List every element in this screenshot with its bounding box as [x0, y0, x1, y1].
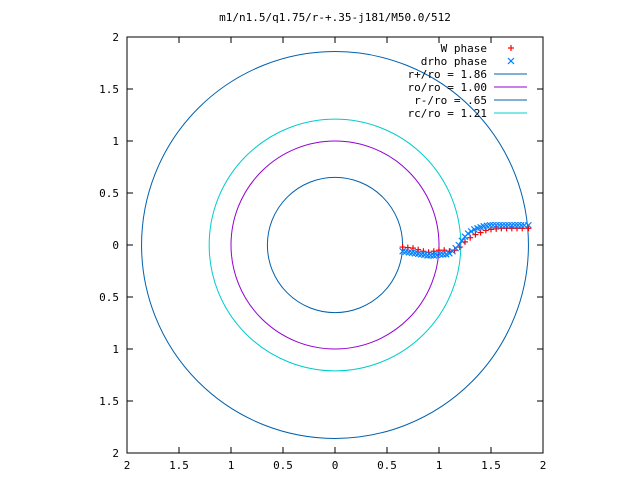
- legend-label: r+/ro = 1.86: [408, 68, 487, 81]
- circle-3: [230, 140, 440, 350]
- legend-label: rc/ro = 1.21: [408, 107, 487, 120]
- x-tick-label: 0.5: [273, 459, 293, 472]
- drho-phase-point: [424, 251, 431, 259]
- drho-phase-point: [486, 221, 494, 229]
- legend-label: r-/ro = .65: [414, 94, 487, 107]
- marker-stroke: [402, 248, 410, 256]
- marker-stroke: [514, 221, 522, 229]
- marker-stroke: [525, 221, 532, 229]
- marker-stroke: [414, 250, 422, 258]
- marker-stroke: [439, 250, 447, 258]
- marker-stroke: [417, 250, 425, 258]
- drho-phase-point: [467, 228, 475, 235]
- drho-phase-point: [505, 221, 513, 229]
- y-tick-label: 0: [112, 239, 119, 252]
- marker-stroke: [427, 251, 435, 259]
- drho-phase-point: [455, 241, 463, 249]
- marker-stroke: [511, 221, 519, 229]
- y-tick-label: 1.5: [99, 395, 119, 408]
- x-tick-label: 1.5: [481, 459, 501, 472]
- drho-phase-point: [436, 250, 444, 258]
- legend-marker: [507, 57, 515, 65]
- w-phase-point: [430, 248, 437, 255]
- drho-phase-point: [508, 221, 516, 229]
- legend-label: W phase: [441, 42, 487, 55]
- w-phase-point: [451, 247, 458, 254]
- axis-tick-labels: 2 1.5 1 0.5 0 0.5 1 1.5 221.510.500.511.52: [99, 31, 546, 472]
- marker-stroke: [458, 237, 466, 245]
- w-phase-point: [508, 225, 515, 232]
- drho-phase-point: [489, 221, 497, 229]
- x-tick-label: 1: [228, 459, 235, 472]
- w-phase-point: [493, 225, 500, 232]
- marker-stroke: [464, 230, 472, 237]
- legend-label: ro/ro = 1.00: [408, 81, 487, 94]
- w-phase-point: [472, 231, 479, 238]
- drho-phase-point: [499, 221, 506, 229]
- w-phase-point: [456, 244, 463, 251]
- circle-2: [141, 51, 529, 439]
- drho-phase-point: [502, 221, 509, 229]
- x-tick-label: 0: [332, 459, 339, 472]
- drho-phase-point: [445, 249, 453, 257]
- drho-phase-point: [511, 221, 519, 229]
- w-phase-point: [525, 225, 532, 232]
- w-phase-point: [410, 245, 416, 252]
- marker-stroke: [436, 250, 444, 258]
- drho-phase-point: [514, 221, 522, 229]
- y-tick-label: 1: [112, 343, 119, 356]
- x-tick-label: 0.5: [377, 459, 397, 472]
- y-tick-label: 1: [112, 135, 119, 148]
- legend-label: drho phase: [421, 55, 487, 68]
- marker-stroke: [421, 251, 428, 259]
- point-series: [399, 221, 532, 259]
- marker-stroke: [424, 251, 431, 259]
- marker-stroke: [411, 249, 419, 257]
- marker-stroke: [467, 228, 475, 235]
- circle-4: [266, 176, 404, 314]
- y-tick-label: 0.5: [99, 187, 119, 200]
- marker-stroke: [489, 221, 497, 229]
- drho-phase-point: [495, 221, 503, 229]
- x-tick-label: 2: [540, 459, 547, 472]
- y-tick-label: 1.5: [99, 83, 119, 96]
- marker-stroke: [408, 249, 416, 257]
- drho-phase-point: [458, 237, 466, 245]
- axis-ticks: [126, 36, 544, 454]
- y-tick-label: 0.5: [99, 291, 119, 304]
- circle-5: [208, 118, 462, 372]
- marker-stroke: [505, 221, 513, 229]
- x-tick-label: 2: [124, 459, 131, 472]
- x-tick-label: 1: [436, 459, 443, 472]
- drho-phase-point: [492, 221, 500, 229]
- marker-stroke: [495, 221, 503, 229]
- marker-stroke: [486, 221, 494, 229]
- drho-phase-point: [427, 251, 435, 259]
- marker-stroke: [502, 221, 509, 229]
- drho-phase-point: [464, 230, 472, 237]
- drho-phase-point: [439, 250, 447, 258]
- marker-stroke: [499, 221, 506, 229]
- marker-stroke: [492, 221, 500, 229]
- x-tick-label: 1.5: [169, 459, 189, 472]
- marker-stroke: [405, 248, 413, 256]
- chart-title: m1/n1.5/q1.75/r-+.35-j181/M50.0/512: [219, 11, 451, 24]
- y-tick-label: 2: [112, 31, 119, 44]
- circle-series: [141, 51, 529, 439]
- marker-stroke: [399, 247, 407, 255]
- drho-phase-point: [517, 221, 525, 229]
- marker-stroke: [517, 221, 525, 229]
- drho-phase-point: [525, 221, 532, 229]
- y-tick-label: 2: [112, 447, 119, 460]
- w-phase-point: [477, 229, 484, 236]
- marker-stroke: [455, 241, 463, 249]
- marker-stroke: [508, 221, 516, 229]
- marker-stroke: [445, 249, 453, 257]
